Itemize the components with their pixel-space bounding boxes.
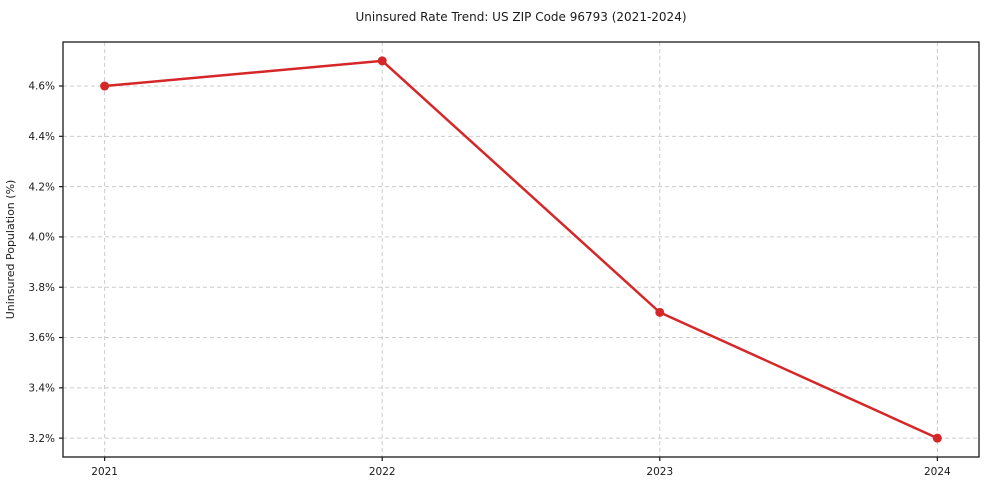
data-point-marker: [655, 307, 665, 317]
y-tick-label: 4.6%: [28, 81, 55, 93]
x-tick-label: 2022: [369, 466, 396, 478]
y-tick-label: 3.2%: [28, 433, 55, 445]
x-tick-label: 2023: [646, 466, 673, 478]
x-tick-label: 2021: [91, 466, 118, 478]
x-tick-label: 2024: [924, 466, 951, 478]
chart-title: Uninsured Rate Trend: US ZIP Code 96793 …: [355, 10, 686, 24]
data-point-marker: [377, 56, 387, 66]
y-tick-label: 4.4%: [28, 131, 55, 143]
y-tick-label: 3.8%: [28, 282, 55, 294]
axis-layer: 3.2% 3.4% 3.6% 3.8% 4.0% 4.2% 4.4% 4.6% 2021 2022…: [28, 41, 980, 478]
plot-frame: [62, 41, 980, 458]
y-tick-label: 4.2%: [28, 181, 55, 193]
y-tick-label: 4.0%: [28, 232, 55, 244]
data-point-marker: [932, 433, 942, 443]
y-axis-label: Uninsured Population (%): [4, 180, 17, 320]
trend-line: [103, 59, 939, 440]
y-tick-label: 3.4%: [28, 383, 55, 395]
y-tick-label: 3.6%: [28, 332, 55, 344]
data-point-marker: [100, 81, 110, 91]
series-layer: [100, 56, 942, 443]
